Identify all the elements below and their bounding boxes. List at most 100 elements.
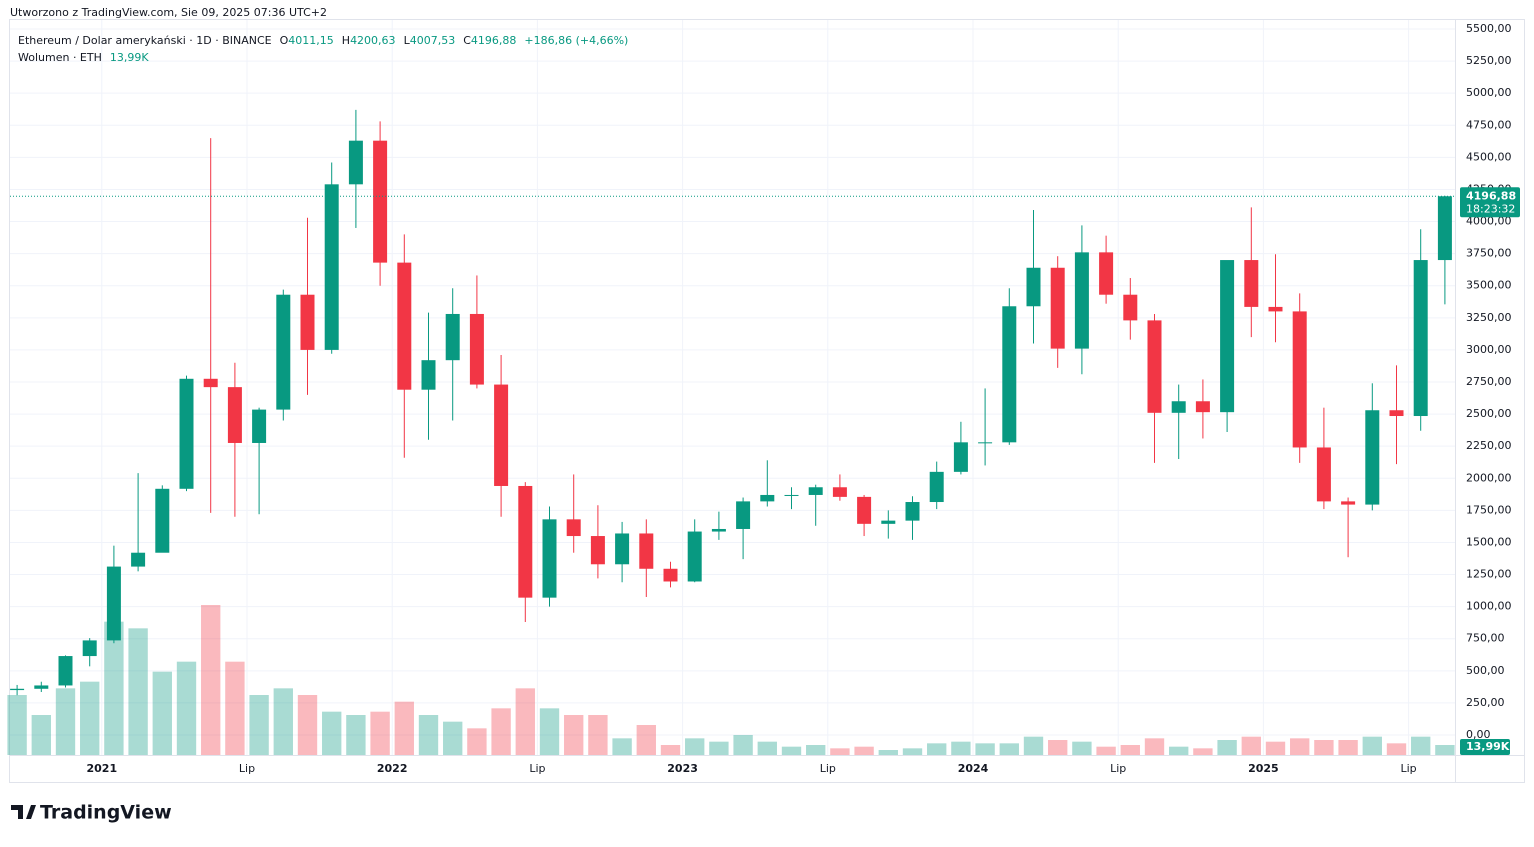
volume-bar xyxy=(1217,740,1237,755)
candle-body xyxy=(179,378,194,489)
y-tick-label: 1500,00 xyxy=(1466,535,1512,548)
volume-bar xyxy=(564,715,584,755)
x-tick-label: 2024 xyxy=(958,762,989,775)
x-tick-label: Lip xyxy=(820,762,836,775)
x-tick-label: Lip xyxy=(529,762,545,775)
volume-bar xyxy=(1290,738,1310,755)
candle-body xyxy=(1268,306,1283,312)
candle-body xyxy=(445,313,460,361)
candle-body xyxy=(784,494,799,496)
volume-bar xyxy=(854,746,874,755)
candle-body xyxy=(252,409,267,443)
logo-icon xyxy=(11,805,36,819)
volume-bar xyxy=(1193,748,1213,755)
candle-body xyxy=(832,487,847,497)
volume-bar xyxy=(1386,743,1407,755)
y-tick-label: 4000,00 xyxy=(1466,215,1512,228)
low: 4007,53 xyxy=(410,34,456,47)
brand-name: TradingView xyxy=(40,802,172,824)
candle-body xyxy=(494,384,509,486)
candle-body xyxy=(639,533,654,569)
volume-bar xyxy=(1072,741,1092,755)
volume-bar xyxy=(443,721,463,755)
candle-body xyxy=(1050,267,1065,349)
y-tick-label: 0,00 xyxy=(1466,728,1491,741)
candle-body xyxy=(1316,447,1331,502)
candle-body xyxy=(58,656,73,686)
volume-bar xyxy=(128,628,148,755)
x-tick-label: Lip xyxy=(1401,762,1417,775)
candle-body xyxy=(1413,260,1428,417)
candle-body xyxy=(106,566,121,641)
y-tick-label: 4500,00 xyxy=(1466,150,1512,163)
volume-bar xyxy=(636,725,656,755)
volume-bar xyxy=(31,715,51,755)
volume-bar xyxy=(346,715,366,755)
volume-bar xyxy=(80,681,100,755)
volume-bar xyxy=(781,746,802,755)
brand-logo: TradingView xyxy=(11,802,172,824)
candle-body xyxy=(276,294,291,410)
volume-bar xyxy=(539,708,560,755)
volume-bar xyxy=(152,671,172,755)
volume-bar xyxy=(515,688,535,755)
legend-ohlc: Ethereum / Dolar amerykański · 1D · BINA… xyxy=(18,34,628,47)
candle-body xyxy=(421,360,436,390)
frame xyxy=(9,19,1525,783)
y-tick-label: 5000,00 xyxy=(1466,86,1512,99)
candle-body xyxy=(348,140,363,185)
volume-bar xyxy=(951,741,971,755)
y-tick-label: 1750,00 xyxy=(1466,503,1512,516)
volume-bar xyxy=(322,711,342,755)
last-price-tag xyxy=(1460,187,1520,218)
candle-body xyxy=(615,533,630,565)
c-key: C xyxy=(463,34,471,47)
candle-body xyxy=(978,442,993,444)
y-tick-label: 3500,00 xyxy=(1466,279,1512,292)
candle-body xyxy=(1026,267,1041,307)
y-tick-label: 750,00 xyxy=(1466,632,1505,645)
candle-body xyxy=(518,485,533,598)
volume-bar xyxy=(7,695,27,755)
o-key: O xyxy=(280,34,289,47)
candle-body xyxy=(1171,401,1186,413)
y-tick-label: 2500,00 xyxy=(1466,407,1512,420)
candle-body xyxy=(663,568,678,582)
volume-bar xyxy=(394,701,414,755)
volume-bar xyxy=(709,741,729,755)
candle-layer xyxy=(10,109,1452,696)
volume-bar xyxy=(1265,741,1286,755)
candle-body xyxy=(131,552,146,567)
y-tick-label: 5500,00 xyxy=(1466,22,1512,35)
last-price-label: 4196,88 xyxy=(1466,189,1516,202)
volume-bar xyxy=(975,743,995,755)
candle-body xyxy=(1244,260,1259,307)
volume-bar xyxy=(733,735,753,755)
y-tick-label: 3000,00 xyxy=(1466,343,1512,356)
candle-body xyxy=(203,378,218,388)
candle-body xyxy=(1365,410,1380,505)
candle-body xyxy=(1002,306,1017,443)
candle-body xyxy=(469,313,484,385)
candle-body xyxy=(590,536,605,565)
candle-body xyxy=(1195,401,1210,413)
volume-bar xyxy=(297,695,318,755)
volume-bar xyxy=(104,621,124,755)
volume-bar xyxy=(927,743,947,755)
volume-bar xyxy=(612,738,632,755)
volume-bar xyxy=(1144,738,1165,755)
volume-bar xyxy=(1169,746,1189,755)
candle-body xyxy=(373,140,388,263)
countdown: 18:23:32 xyxy=(1466,202,1515,215)
x-tick-label: Lip xyxy=(1110,762,1126,775)
candle-body xyxy=(566,519,581,537)
y-tick-label: 3250,00 xyxy=(1466,311,1512,324)
volume-bar xyxy=(878,750,898,755)
y-tick-label: 5250,00 xyxy=(1466,54,1512,67)
candle-body xyxy=(687,531,702,582)
x-tick-label: 2023 xyxy=(667,762,698,775)
candle-body xyxy=(82,640,97,657)
volume-name: Wolumen · ETH xyxy=(18,51,102,64)
candle-body xyxy=(929,471,944,503)
